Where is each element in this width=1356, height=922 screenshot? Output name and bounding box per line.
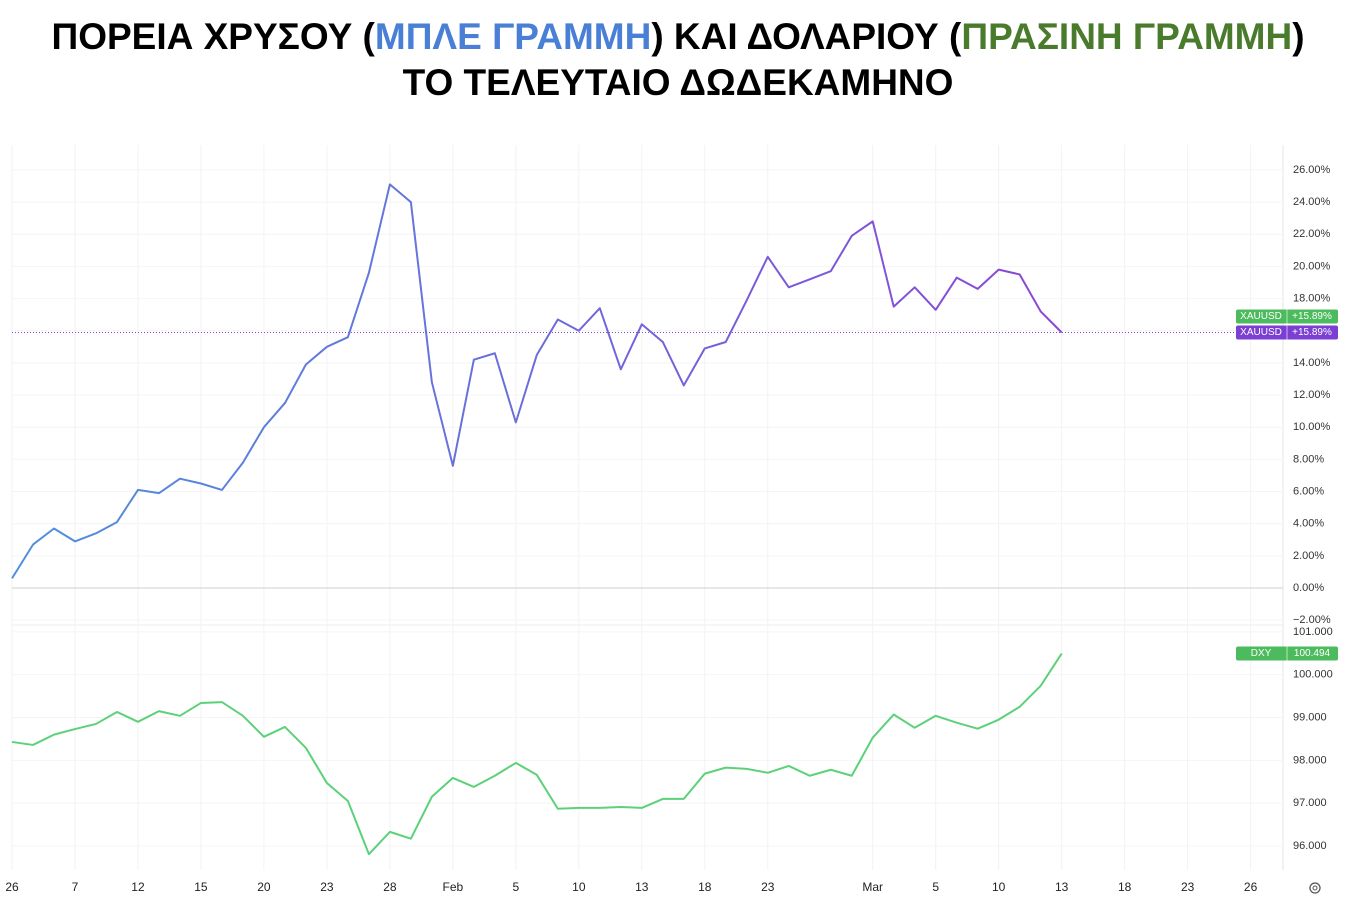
x-tick-label: 18 <box>698 880 712 894</box>
x-tick-label: Feb <box>443 880 464 894</box>
title-line: ΤΟ ΤΕΛΕΥΤΑΙΟ ΔΩΔΕΚΑΜΗΝΟ <box>402 62 954 103</box>
price-tag-name: XAUUSD <box>1240 311 1282 322</box>
x-tick-label: 15 <box>194 880 208 894</box>
y-tick-label: 10.00% <box>1293 421 1331 433</box>
title-part: ) ΚΑΙ ΔΟΛΑΡΙΟΥ ( <box>651 16 962 57</box>
title-part: ) <box>1292 16 1305 57</box>
y-tick-label: 6.00% <box>1293 485 1324 497</box>
y-tick-label: 8.00% <box>1293 453 1324 465</box>
y-tick-label: 4.00% <box>1293 518 1324 530</box>
y-tick-label: 22.00% <box>1293 228 1331 240</box>
price-tag-value: +15.89% <box>1292 311 1332 322</box>
y-tick-label: 101.000 <box>1293 626 1333 638</box>
y-tick-label: 0.00% <box>1293 582 1324 594</box>
price-tag-name: XAUUSD <box>1240 327 1282 338</box>
x-tick-label: 26 <box>5 880 19 894</box>
x-tick-label: 23 <box>1181 880 1195 894</box>
price-tag-name: DXY <box>1251 648 1272 659</box>
x-tick-label: 5 <box>932 880 939 894</box>
data-line <box>11 183 1063 579</box>
data-line <box>11 652 1063 856</box>
x-tick-label: 20 <box>257 880 271 894</box>
x-tick-label: 23 <box>320 880 334 894</box>
y-tick-label: 98.000 <box>1293 754 1327 766</box>
x-tick-label: 26 <box>1244 880 1258 894</box>
x-tick-label: 23 <box>761 880 775 894</box>
title-part: ΠΟΡΕΙΑ ΧΡΥΣΟΥ ( <box>51 16 375 57</box>
title-part: ΜΠΛΕ ΓΡΑΜΜΗ <box>374 16 652 57</box>
y-tick-label: 24.00% <box>1293 196 1331 208</box>
y-tick-label: 2.00% <box>1293 550 1324 562</box>
y-tick-label: 96.000 <box>1293 840 1327 852</box>
y-tick-label: −2.00% <box>1293 614 1331 626</box>
x-tick-label: 7 <box>72 880 79 894</box>
price-tag-value: +15.89% <box>1292 327 1332 338</box>
y-tick-label: 26.00% <box>1293 164 1331 176</box>
x-tick-label: 5 <box>512 880 519 894</box>
price-tag-value: 100.494 <box>1294 648 1331 659</box>
y-tick-label: 20.00% <box>1293 260 1331 272</box>
settings-icon-center <box>1312 885 1318 891</box>
y-tick-label: 100.000 <box>1293 669 1333 681</box>
x-tick-label: 10 <box>992 880 1006 894</box>
title-line: ΠΟΡΕΙΑ ΧΡΥΣΟΥ (ΜΠΛΕ ΓΡΑΜΜΗ) ΚΑΙ ΔΟΛΑΡΙΟΥ… <box>0 14 1356 60</box>
y-tick-label: 97.000 <box>1293 797 1327 809</box>
title: ΠΟΡΕΙΑ ΧΡΥΣΟΥ (ΜΠΛΕ ΓΡΑΜΜΗ) ΚΑΙ ΔΟΛΑΡΙΟΥ… <box>0 14 1356 106</box>
x-tick-label: 12 <box>131 880 145 894</box>
x-tick-label: 10 <box>572 880 586 894</box>
y-tick-label: 99.000 <box>1293 711 1327 723</box>
title-part: ΠΡΑΣΙΝΗ ΓΡΑΜΜΗ <box>961 16 1293 57</box>
y-tick-label: 18.00% <box>1293 292 1331 304</box>
x-tick-label: 13 <box>635 880 649 894</box>
x-tick-label: 28 <box>383 880 397 894</box>
settings-icon[interactable] <box>1309 882 1321 894</box>
y-tick-label: 14.00% <box>1293 357 1331 369</box>
x-tick-label: Mar <box>862 880 883 894</box>
y-tick-label: 12.00% <box>1293 389 1331 401</box>
x-tick-label: 13 <box>1055 880 1069 894</box>
x-tick-label: 18 <box>1118 880 1132 894</box>
